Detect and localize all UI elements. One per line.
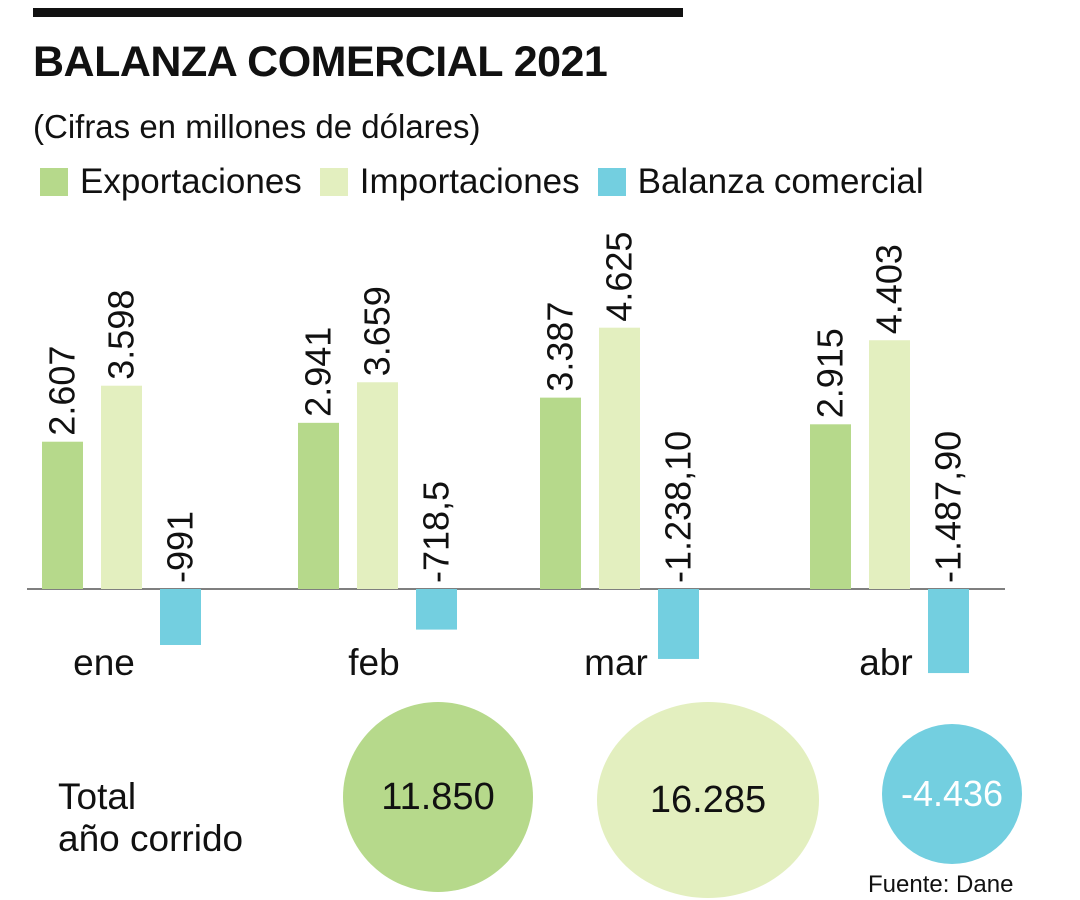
totals-label: Total año corrido (58, 776, 243, 860)
value-label-balance-feb: -718,5 (416, 481, 457, 583)
value-label-exports-mar: 3.387 (540, 302, 581, 392)
bar-imports-feb (357, 382, 398, 589)
category-label-abr: abr (859, 642, 912, 683)
bar-balance-feb (416, 589, 457, 630)
total-balance-circle: -4.436 (882, 724, 1022, 864)
legend-swatch-imports (319, 168, 348, 196)
bar-imports-abr (869, 340, 910, 589)
total-exports-value: 11.850 (381, 775, 495, 818)
chart-subtitle: (Cifras en millones de dólares) (33, 108, 481, 145)
legend-item-balance: Balanza comercial (597, 162, 924, 202)
value-label-exports-ene: 2.607 (42, 346, 83, 436)
category-label-feb: feb (348, 642, 399, 683)
legend-swatch-exports (40, 168, 68, 196)
top-rule (33, 8, 683, 17)
total-imports-value: 16.285 (649, 778, 767, 821)
legend-item-exports: Exportaciones (40, 162, 302, 202)
bar-exports-ene (42, 441, 83, 589)
legend-label-imports: Importaciones (359, 162, 580, 201)
value-label-imports-ene: 3.598 (101, 290, 142, 380)
legend-label-balance: Balanza comercial (637, 162, 924, 201)
bar-exports-abr (810, 424, 851, 589)
bar-balance-mar (658, 589, 699, 659)
chart-title: BALANZA COMERCIAL 2021 (33, 38, 608, 86)
bar-balance-ene (160, 589, 201, 645)
value-label-balance-abr: -1.487,90 (928, 431, 969, 583)
legend-label-exports: Exportaciones (80, 162, 302, 201)
value-label-exports-feb: 2.941 (298, 327, 339, 417)
category-label-mar: mar (584, 642, 648, 683)
totals-label-line1: Total (58, 776, 137, 817)
total-balance-value: -4.436 (900, 773, 1004, 814)
value-label-balance-mar: -1.238,10 (658, 431, 699, 583)
totals-label-line2: año corrido (58, 818, 244, 859)
total-imports-circle: 16.285 (597, 702, 819, 898)
bar-exports-feb (298, 422, 339, 589)
value-label-balance-ene: -991 (160, 511, 201, 583)
legend-item-imports: Importaciones (319, 162, 580, 202)
category-label-ene: ene (73, 642, 135, 683)
bar-imports-mar (599, 327, 640, 589)
total-exports-circle: 11.850 (343, 702, 533, 892)
legend-swatch-balance (597, 168, 626, 196)
value-label-imports-mar: 4.625 (599, 232, 640, 322)
bar-exports-mar (540, 397, 581, 589)
bar-imports-ene (101, 385, 142, 589)
legend: Exportaciones Importaciones Balanza come… (40, 160, 942, 204)
value-label-imports-feb: 3.659 (357, 286, 398, 376)
source-note: Fuente: Dane (868, 871, 1014, 898)
bar-chart: 2.607 3.598 -991 ene 2.941 3.659 -718,5 feb 3.38… (27, 232, 1005, 683)
value-label-exports-abr: 2.915 (810, 328, 851, 418)
value-label-imports-abr: 4.403 (869, 244, 910, 334)
bar-balance-abr (928, 589, 969, 674)
